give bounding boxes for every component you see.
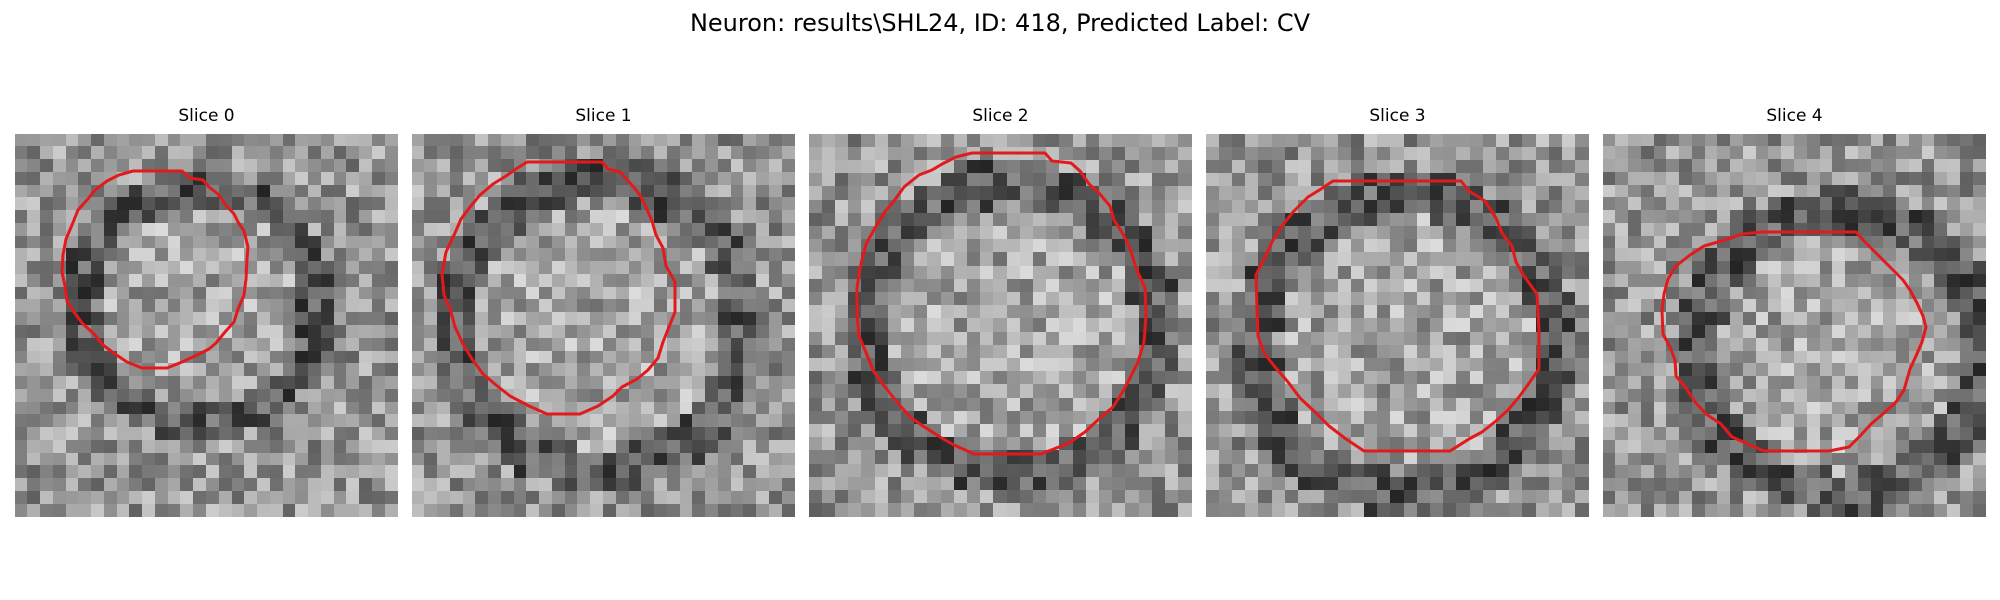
slice-title: Slice 2 <box>972 106 1029 126</box>
slice-title: Slice 0 <box>178 106 235 126</box>
cell-contour-overlay <box>60 169 250 370</box>
slice-texture <box>15 134 398 517</box>
slice-image <box>1603 134 1986 517</box>
cell-contour <box>855 151 1148 456</box>
cell-contour <box>1660 230 1928 453</box>
cell-contour-overlay <box>1254 179 1541 453</box>
slice-texture <box>1206 134 1589 517</box>
slice-image <box>412 134 795 517</box>
cell-contour-overlay <box>440 160 677 416</box>
cell-contour <box>440 160 677 416</box>
figure-title: Neuron: results\SHL24, ID: 418, Predicte… <box>689 9 1311 37</box>
slice-image <box>15 134 398 517</box>
slice-image <box>1206 134 1589 517</box>
cell-contour <box>1254 179 1541 453</box>
slice-title: Slice 1 <box>575 106 632 126</box>
cell-contour-overlay <box>1660 230 1928 453</box>
slice-title: Slice 4 <box>1766 106 1823 126</box>
cell-contour-overlay <box>855 151 1148 456</box>
slice-texture <box>1603 134 1986 517</box>
slice-image <box>809 134 1192 517</box>
cell-contour <box>60 169 250 370</box>
slice-title: Slice 3 <box>1369 106 1426 126</box>
